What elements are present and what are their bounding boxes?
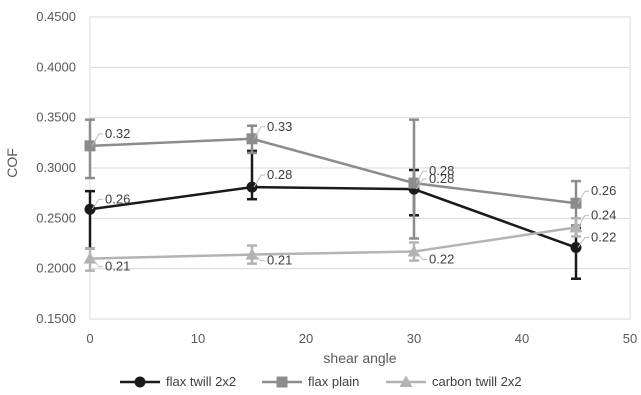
- data-label-leader: [253, 174, 265, 188]
- data-label-leader: [577, 214, 589, 228]
- x-tick-label: 10: [191, 331, 205, 346]
- marker-point: [570, 242, 582, 254]
- x-tick-label: 30: [407, 331, 421, 346]
- gridlines: [89, 16, 631, 320]
- series-line: [89, 226, 577, 260]
- data-label: 0.21: [267, 253, 292, 268]
- data-label-leader: [577, 190, 589, 204]
- legend-label: flax twill 2x2: [166, 374, 236, 389]
- marker-point: [84, 140, 96, 152]
- legend-label: flax plain: [308, 374, 359, 389]
- y-axis-title: COF: [4, 148, 20, 178]
- marker-point: [408, 177, 420, 189]
- data-label: 0.32: [105, 126, 130, 141]
- marker-point: [569, 220, 583, 233]
- data-label: 0.28: [267, 167, 292, 182]
- x-tick-label: 40: [515, 331, 529, 346]
- y-tick-label: 0.4000: [36, 59, 76, 74]
- marker-point: [84, 203, 96, 215]
- marker-point: [246, 181, 258, 193]
- series-line: [89, 185, 577, 249]
- y-tick-label: 0.2000: [36, 261, 76, 276]
- data-label-leader: [253, 254, 265, 262]
- x-tick-label: 50: [623, 331, 637, 346]
- y-tick-label: 0.2500: [36, 210, 76, 225]
- data-label: 0.24: [591, 207, 616, 222]
- marker-point: [246, 133, 258, 145]
- data-label: 0.33: [267, 119, 292, 134]
- y-tick-label: 0.3500: [36, 110, 76, 125]
- x-tick-label: 20: [299, 331, 313, 346]
- data-label: 0.22: [591, 230, 616, 245]
- data-label: 0.21: [105, 259, 130, 274]
- y-tick-label: 0.3000: [36, 160, 76, 175]
- series-markers: [83, 133, 583, 264]
- data-label: 0.26: [591, 183, 616, 198]
- data-label-leader: [91, 198, 103, 210]
- data-label-leader: [91, 133, 103, 147]
- data-label-leader: [415, 170, 427, 184]
- series-line: [89, 137, 577, 205]
- tick-labels: 0.1500 0.2000 0.2500 0.3000 0.3500 0.4000 0.45…: [36, 9, 637, 346]
- data-label-leader: [577, 237, 589, 248]
- marker-point: [245, 248, 259, 260]
- data-label-leader: [415, 251, 427, 261]
- data-label: 0.26: [105, 191, 130, 206]
- x-axis-title: shear angle: [323, 350, 396, 366]
- legend-label: carbon twill 2x2: [432, 374, 522, 389]
- marker-point: [276, 376, 288, 388]
- x-tick-label: 0: [86, 331, 93, 346]
- marker-point: [399, 375, 413, 387]
- marker-point: [570, 197, 582, 209]
- data-label: 0.22: [429, 252, 454, 267]
- data-label-leader: [91, 258, 103, 268]
- series-lines: [89, 137, 577, 260]
- y-tick-label: 0.1500: [36, 311, 76, 326]
- marker-point: [134, 376, 146, 388]
- y-tick-label: 0.4500: [36, 9, 76, 24]
- data-labels: 0.260.28 0.280.220.32 0.330.280.260.21 0.21…: [91, 119, 616, 274]
- data-label: 0.28: [429, 163, 454, 178]
- data-label-leader: [253, 126, 265, 140]
- legend: flax twill 2x2 flax plain carbon twill 2x2: [120, 374, 522, 389]
- data-label: 0.28: [429, 171, 454, 186]
- data-label-leader: [415, 178, 427, 190]
